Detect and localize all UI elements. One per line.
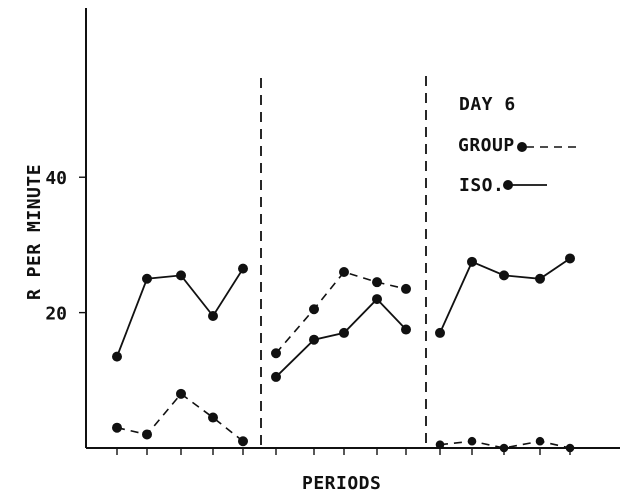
series-group-period-3-point-1 [435, 440, 445, 449]
series-group-period-2-point-4 [372, 277, 382, 288]
series-iso-period-2-point-3 [339, 327, 349, 338]
series-iso-period-2-line [275, 297, 407, 378]
series-group-period-3-point-4 [535, 436, 545, 446]
series-group-period-3-line [439, 440, 571, 449]
legend: DAY 6 GROUP ISO. [458, 94, 578, 196]
series-iso-period-2-point-2 [309, 334, 319, 345]
y-axis-tick-label: 40 [45, 168, 67, 189]
series-iso-period-2-point-4 [372, 294, 382, 305]
series-group-period-2-point-1 [271, 348, 281, 359]
series-iso-period-3-point-2 [467, 256, 477, 267]
series-group-period-2-point-5 [401, 283, 411, 294]
legend-label-iso: ISO. [459, 175, 504, 196]
series-layer [116, 257, 571, 449]
series-group-period-2-line [275, 271, 407, 354]
series-iso-period-1-point-1 [112, 351, 122, 362]
series-iso-period-2-point-1 [271, 371, 281, 382]
series-iso-period-1-point-3 [176, 270, 186, 281]
legend-marker-iso [503, 180, 513, 190]
series-iso-period-3-line [439, 257, 571, 334]
series-group-period-3-point-5 [565, 443, 575, 453]
series-iso-period-1-point-5 [238, 263, 248, 274]
series-group-period-1-point-3 [176, 388, 186, 399]
series-iso-period-3-point-3 [499, 270, 509, 281]
series-group-period-1-point-1 [112, 422, 122, 433]
series-iso-period-3-point-1 [435, 327, 445, 338]
series-group-period-1-point-4 [208, 412, 218, 423]
y-axis-tick-label: 20 [45, 304, 67, 325]
x-axis-label: PERIODS [302, 473, 381, 494]
series-iso-period-3-point-4 [535, 273, 545, 284]
legend-title: DAY 6 [459, 94, 516, 115]
series-iso-period-1-line [116, 268, 244, 357]
legend-label-group: GROUP [458, 135, 515, 156]
series-group-period-1-point-5 [238, 436, 248, 447]
series-group-period-3-point-2 [467, 436, 477, 446]
series-iso-period-1-point-4 [208, 311, 218, 321]
series-iso-period-3-point-5 [565, 253, 575, 264]
series-group-period-1-point-2 [142, 429, 152, 440]
series-group-period-1-line [116, 392, 244, 442]
legend-marker-group [517, 142, 527, 152]
series-group-period-3-point-3 [499, 443, 509, 453]
series-iso-period-1-point-2 [142, 273, 152, 284]
y-axis-label: R PER MINUTE [24, 164, 45, 300]
series-group-period-2-point-3 [339, 267, 349, 277]
series-iso-period-2-point-5 [401, 324, 411, 335]
points-layer [112, 253, 575, 453]
series-group-period-2-point-2 [309, 304, 319, 315]
